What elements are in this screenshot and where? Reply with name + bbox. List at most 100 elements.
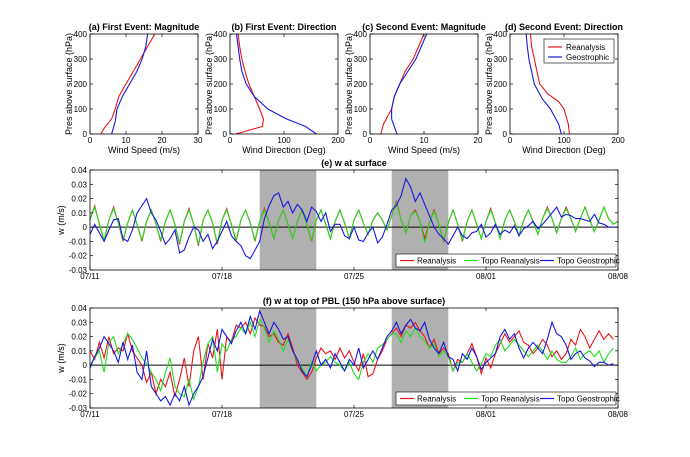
legend-box: [395, 391, 617, 406]
y-tick-label: 400: [494, 30, 508, 39]
series-line-topo-geostrophic: [90, 309, 614, 407]
plot-area: [370, 34, 478, 134]
y-tick-label: 0.01: [71, 209, 87, 218]
chart-title: (b) First Event: Direction: [231, 22, 336, 32]
chart-title: (e) w at surface: [321, 158, 387, 168]
y-tick-label: 0.01: [71, 347, 87, 356]
x-tick-label: 0: [88, 136, 93, 145]
y-tick-label: 0: [503, 130, 508, 139]
y-axis-label: Pres above surface (hPa): [484, 33, 494, 135]
legend-label-reanalysis: Reanalysis: [417, 257, 456, 266]
y-tick-label: 200: [74, 80, 88, 89]
legend-box: [543, 38, 615, 64]
legend-label-topo_reanalysis: Topo Reanalysis: [481, 395, 540, 404]
panel-e: 07/11 07/18 07/25 08/01 08/08 -0.03 -0.02 -0.01…: [56, 158, 629, 281]
series-line-geostrophic: [525, 34, 562, 134]
legend-label-topo_geostrophic: Topo Geostrophic: [557, 395, 620, 404]
x-tick-label: 08/08: [608, 272, 629, 281]
y-tick-label: 0: [223, 130, 228, 139]
series-line-reanalysis: [90, 316, 614, 397]
panel-f: 07/11 07/18 07/25 08/01 08/08 -0.03 -0.02 -0.01…: [56, 296, 629, 419]
x-tick-label: 0: [368, 136, 373, 145]
x-tick-label: 10: [420, 136, 429, 145]
series-line-reanalysis: [529, 34, 570, 134]
series-line-topo-geostrophic: [90, 177, 614, 260]
x-axis-label: Wind Direction (Deg): [242, 145, 326, 155]
x-tick-label: 08/08: [608, 410, 629, 419]
y-tick-label: 0: [83, 130, 88, 139]
x-tick-label: 20: [474, 136, 483, 145]
y-axis-label: w (m/s): [56, 205, 66, 236]
y-tick-label: -0.03: [69, 404, 88, 413]
y-tick-label: 0.04: [71, 304, 87, 313]
y-tick-label: 100: [214, 105, 228, 114]
y-tick-label: -0.02: [69, 252, 88, 261]
y-tick-label: -0.01: [69, 237, 88, 246]
legend-label-geostrophic: Geostrophic: [566, 53, 609, 62]
y-tick-label: 300: [494, 55, 508, 64]
x-tick-label: 08/01: [476, 410, 497, 419]
panel-b: 0 100 200 0 100 200 300 400(b) First Event: Dir…: [204, 22, 345, 155]
x-tick-label: 100: [277, 136, 291, 145]
x-tick-label: 100: [557, 136, 571, 145]
x-tick-label: 20: [158, 136, 167, 145]
x-tick-label: 200: [331, 136, 345, 145]
y-tick-label: 100: [494, 105, 508, 114]
y-axis-label: Pres above surface (hPa): [204, 33, 214, 135]
event-shade: [259, 308, 317, 408]
y-tick-label: 300: [354, 55, 368, 64]
legend: Reanalysis Topo Reanalysis Topo Geostrophi…: [395, 253, 620, 268]
x-tick-label: 10: [122, 136, 131, 145]
y-tick-label: 0.02: [71, 333, 87, 342]
y-axis-label: Pres above surface (hPa): [64, 33, 74, 135]
x-tick-label: 07/18: [212, 272, 233, 281]
x-tick-label: 0: [508, 136, 513, 145]
plot-area: [90, 34, 198, 134]
x-tick-label: 200: [611, 136, 625, 145]
y-tick-label: 0: [83, 361, 88, 370]
y-axis-label: w (m/s): [56, 343, 66, 374]
y-tick-label: -0.02: [69, 390, 88, 399]
x-axis-label: Wind Direction (Deg): [522, 145, 606, 155]
x-tick-label: 07/18: [212, 410, 233, 419]
y-tick-label: 200: [354, 80, 368, 89]
x-tick-label: 07/11: [80, 272, 100, 281]
x-tick-label: 0: [228, 136, 233, 145]
y-tick-label: 0.03: [71, 180, 87, 189]
series-line-geostrophic: [391, 34, 428, 134]
y-axis-label: Pres above surface (hPa): [344, 33, 354, 135]
y-tick-label: 0: [83, 223, 88, 232]
legend-label-topo_reanalysis: Topo Reanalysis: [481, 257, 540, 266]
series-line-geostrophic: [235, 34, 317, 134]
y-tick-label: 400: [354, 30, 368, 39]
x-tick-label: 07/25: [344, 272, 365, 281]
y-tick-label: -0.01: [69, 375, 88, 384]
y-tick-label: 300: [214, 55, 228, 64]
y-tick-label: 400: [214, 30, 228, 39]
y-tick-label: 200: [494, 80, 508, 89]
y-tick-label: 200: [214, 80, 228, 89]
y-tick-label: 0.03: [71, 318, 87, 327]
panel-d: 0 100 200 0 100 200 300 400(d) Second Event: Di…: [484, 22, 625, 155]
series-line-reanalysis: [235, 34, 265, 134]
chart-title: (f) w at top of PBL (150 hPa above surfa…: [263, 296, 445, 306]
legend-label-topo_geostrophic: Topo Geostrophic: [557, 257, 620, 266]
x-axis-label: Wind Speed (m/s): [388, 145, 460, 155]
y-tick-label: 0.04: [71, 166, 87, 175]
y-tick-label: 0: [363, 130, 368, 139]
y-tick-label: 300: [74, 55, 88, 64]
legend-box: [395, 253, 617, 268]
legend-label-reanalysis: Reanalysis: [566, 43, 605, 52]
x-tick-label: 07/11: [80, 410, 100, 419]
y-tick-label: 0.02: [71, 195, 87, 204]
x-axis-label: Wind Speed (m/s): [108, 145, 180, 155]
chart-title: (c) Second Event: Magnitude: [362, 22, 486, 32]
legend: Reanalysis Topo Reanalysis Topo Geostrophi…: [395, 391, 620, 406]
event-shade: [391, 308, 449, 408]
y-tick-label: 100: [74, 105, 88, 114]
x-tick-label: 08/01: [476, 272, 497, 281]
